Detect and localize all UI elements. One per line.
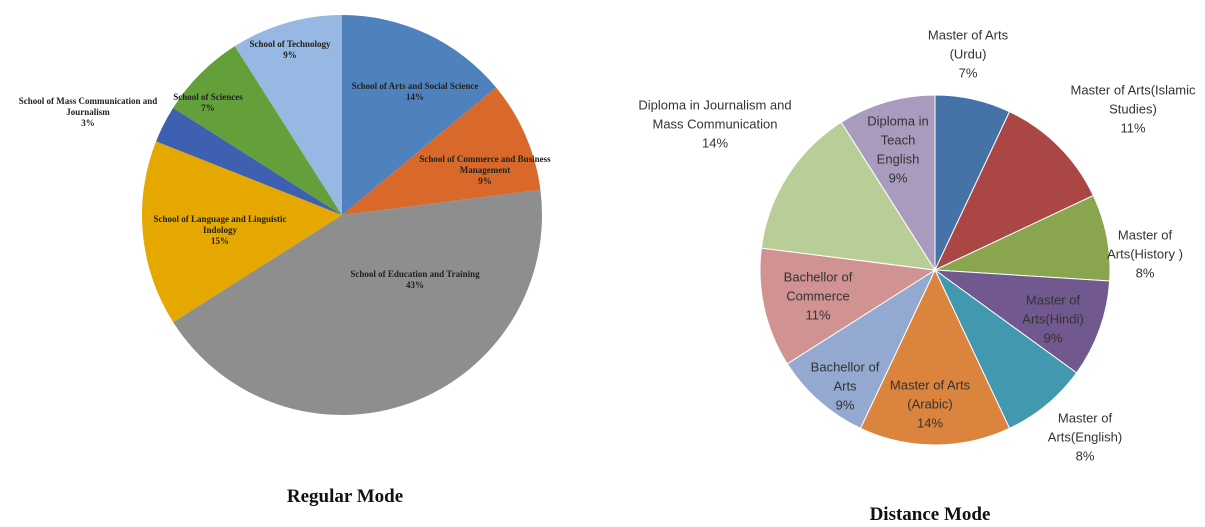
category-label: Master of Arts(English) xyxy=(1047,410,1123,445)
pie-slice xyxy=(933,269,1111,374)
category-label: School of Arts and Social Science xyxy=(351,81,479,92)
category-label: Bachellor of Arts xyxy=(810,359,880,394)
pie-slice xyxy=(760,121,936,271)
slice-label: School of Sciences 7% xyxy=(168,92,248,114)
value-label: 7% xyxy=(958,65,978,81)
chart-title: Regular Mode xyxy=(286,486,404,507)
slice-label: Master of Arts(Islamic Studies) 11% xyxy=(1063,82,1203,139)
slice-label: Diploma in Journalism and Mass Communica… xyxy=(635,97,795,154)
category-label: Master of Arts (Urdu) xyxy=(927,27,1009,62)
pie-slice xyxy=(859,268,1011,446)
category-label: Diploma in Teach English xyxy=(867,113,929,166)
category-label: Master of Arts (Arabic) xyxy=(889,377,971,412)
slice-label: Diploma in Teach English 9% xyxy=(863,112,933,187)
category-label: School of Education and Training xyxy=(350,269,480,280)
slice-label: School of Technology 9% xyxy=(235,39,345,61)
slice-label: Bachellor of Commerce 11% xyxy=(773,269,863,326)
category-label: School of Language and Linguistic Indolo… xyxy=(153,213,287,235)
pie-slice xyxy=(142,141,342,323)
slice-label: School of Arts and Social Science 14% xyxy=(335,81,495,103)
category-label: Bachellor of Commerce xyxy=(783,269,853,304)
pie-slice xyxy=(173,46,342,215)
value-label: 14% xyxy=(916,415,944,431)
pie-slice xyxy=(342,87,541,215)
pie-slice xyxy=(759,247,937,365)
category-label: Master of Arts(History ) xyxy=(1107,227,1183,262)
value-label: 11% xyxy=(805,307,831,323)
slice-label: Master of Arts(English) 8% xyxy=(1035,410,1135,467)
slice-label: Master of Arts (Urdu) 7% xyxy=(918,27,1018,84)
category-label: Diploma in Journalism and Mass Communica… xyxy=(638,97,792,132)
slice-label: Master of Arts(Hindi) 9% xyxy=(1013,292,1093,349)
value-label: 7% xyxy=(201,103,215,113)
pie-slice xyxy=(156,107,342,215)
slice-label: School of Language and Linguistic Indolo… xyxy=(140,214,300,246)
pie-slice xyxy=(342,15,497,215)
slice-label: School of Education and Training 43% xyxy=(330,269,500,291)
value-label: 14% xyxy=(406,92,424,102)
slice-label: School of Mass Communication and Journal… xyxy=(6,96,171,128)
value-label: 3% xyxy=(81,117,95,128)
category-label: Master of Arts(Islamic Studies) xyxy=(1070,82,1196,117)
category-label: School of Sciences xyxy=(173,92,243,103)
value-label: 9% xyxy=(283,50,297,60)
value-label: 9% xyxy=(478,175,492,186)
pie-slice xyxy=(173,189,543,415)
chart-title: Distance Mode xyxy=(869,504,991,525)
slice-label: Master of Arts(History ) 8% xyxy=(1095,227,1195,284)
slice-label: School of Commerce and Business Manageme… xyxy=(415,154,555,186)
value-label: 9% xyxy=(835,397,855,413)
value-label: 8% xyxy=(1075,448,1095,464)
value-label: 8% xyxy=(1135,265,1155,281)
value-label: 15% xyxy=(211,235,229,246)
value-label: 9% xyxy=(888,169,908,185)
pie-slice xyxy=(234,15,342,215)
value-label: 43% xyxy=(406,280,424,290)
pie-slice xyxy=(786,268,937,430)
value-label: 11% xyxy=(1120,120,1146,136)
pie-slice xyxy=(840,94,936,272)
category-label: School of Commerce and Business Manageme… xyxy=(419,153,551,175)
value-label: 9% xyxy=(1043,330,1063,346)
category-label: Master of Arts(Hindi) xyxy=(1022,292,1084,327)
category-label: School of Mass Communication and Journal… xyxy=(18,95,158,117)
slice-label: Master of Arts (Arabic) 14% xyxy=(875,377,985,434)
slice-label: Bachellor of Arts 9% xyxy=(805,359,885,416)
value-label: 14% xyxy=(701,135,729,151)
pie-slice xyxy=(933,110,1095,272)
category-label: School of Technology xyxy=(249,39,331,50)
